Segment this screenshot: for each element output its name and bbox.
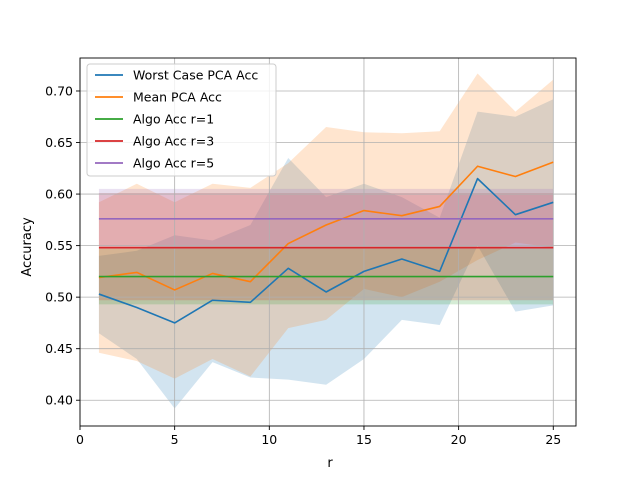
legend-label-2: Mean PCA Acc <box>133 90 222 105</box>
y-tick-label-0.60: 0.60 <box>45 187 73 202</box>
x-axis-label: r <box>327 456 333 471</box>
y-tick-label-0.50: 0.50 <box>45 290 73 305</box>
y-tick-label-0.45: 0.45 <box>45 341 73 356</box>
x-tick-label-15: 15 <box>356 432 372 447</box>
plot-frame <box>79 57 577 427</box>
series-line-2 <box>98 161 554 291</box>
y-tick-label-0.40: 0.40 <box>45 393 73 408</box>
y-tick-label-0.70: 0.70 <box>45 83 73 98</box>
x-tick-label-20: 20 <box>451 432 467 447</box>
lines-layer <box>98 161 554 324</box>
x-tick-label-5: 5 <box>171 432 179 447</box>
series-band-1 <box>98 99 554 409</box>
x-tick-label-0: 0 <box>76 432 84 447</box>
series-line-1 <box>98 177 554 324</box>
legend-label-5: Algo Acc r=5 <box>133 156 214 171</box>
series-band-2 <box>98 73 554 379</box>
legend: Worst Case PCA Acc Mean PCA Acc Algo Acc r… <box>86 63 277 177</box>
x-tick-label-25: 25 <box>545 432 561 447</box>
legend-label-1: Worst Case PCA Acc <box>133 68 258 83</box>
y-tick-label-0.55: 0.55 <box>45 238 73 253</box>
axes-layer <box>79 57 577 427</box>
legend-label-4: Algo Acc r=3 <box>133 134 214 149</box>
bands-layer <box>98 73 554 409</box>
x-tick-label-10: 10 <box>261 432 277 447</box>
legend-label-3: Algo Acc r=1 <box>133 112 214 127</box>
ticks-layer: 0 5 10 15 20 25 0.40 0.45 0.50 0.55 0.60 0.65 0.70 <box>45 83 561 447</box>
y-axis-label: Accuracy <box>20 217 35 277</box>
legend-box <box>86 63 277 177</box>
y-tick-label-0.65: 0.65 <box>45 135 73 150</box>
